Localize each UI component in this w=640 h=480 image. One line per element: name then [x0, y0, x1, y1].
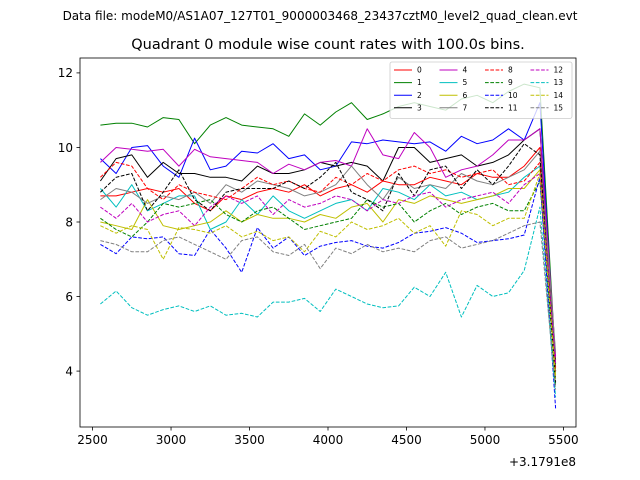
legend-label-0: 0 — [417, 66, 422, 75]
x-tick-label: 4000 — [313, 433, 344, 447]
legend-label-14: 14 — [554, 91, 564, 100]
series-line-11 — [100, 143, 557, 383]
x-tick-label: 3000 — [156, 433, 187, 447]
legend-label-13: 13 — [554, 78, 564, 87]
series-group — [99, 83, 557, 409]
legend-frame — [389, 61, 573, 119]
y-tick-label: 8 — [65, 215, 73, 229]
y-tick-label: 12 — [58, 66, 73, 80]
x-tick-label: 5000 — [470, 433, 501, 447]
legend-label-12: 12 — [554, 66, 564, 75]
legend-label-11: 11 — [508, 103, 518, 112]
x-tick-label: 4500 — [391, 433, 422, 447]
legend-label-8: 8 — [508, 66, 513, 75]
series-line-7 — [100, 150, 557, 353]
x-tick-label: 3500 — [234, 433, 265, 447]
y-tick-label: 6 — [65, 290, 73, 304]
legend-label-4: 4 — [463, 66, 468, 75]
x-offset-label: +3.1791e8 — [509, 455, 576, 469]
series-line-4 — [100, 128, 557, 357]
series-line-13 — [100, 206, 557, 398]
y-tick-label: 10 — [58, 141, 73, 155]
x-tick-label: 2500 — [77, 433, 108, 447]
series-line-6 — [100, 169, 557, 375]
series-line-12 — [100, 173, 557, 364]
legend-label-5: 5 — [463, 78, 468, 87]
legend-label-2: 2 — [417, 91, 422, 100]
legend-label-10: 10 — [508, 91, 518, 100]
series-line-14 — [100, 173, 557, 379]
legend-label-15: 15 — [554, 103, 564, 112]
legend-label-6: 6 — [463, 91, 468, 100]
figure-suptitle: Data file: modeM0/AS1A07_127T01_90000034… — [63, 9, 578, 23]
series-line-9 — [100, 180, 557, 387]
legend-label-1: 1 — [417, 78, 422, 87]
series-line-0 — [100, 147, 557, 360]
chart-title: Quadrant 0 module wise count rates with … — [131, 37, 525, 53]
series-line-10 — [100, 176, 557, 409]
legend-label-7: 7 — [463, 103, 468, 112]
legend-label-9: 9 — [508, 78, 513, 87]
y-tick-label: 4 — [65, 364, 73, 378]
series-line-15 — [100, 221, 557, 390]
series-line-8 — [100, 161, 557, 372]
series-line-2 — [100, 102, 557, 372]
legend-label-3: 3 — [417, 103, 422, 112]
series-line-3 — [99, 128, 557, 368]
x-tick-label: 5500 — [548, 433, 579, 447]
